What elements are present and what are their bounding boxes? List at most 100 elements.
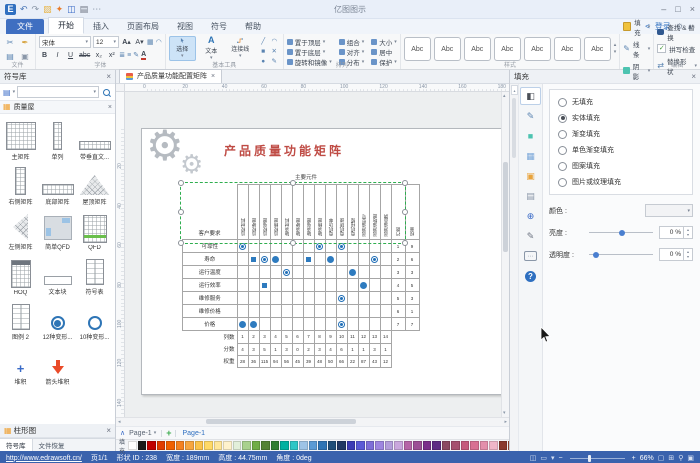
style-preset[interactable]: Abc bbox=[493, 37, 521, 61]
palette-swatch[interactable] bbox=[308, 441, 318, 450]
center-button[interactable]: 居中 bbox=[371, 47, 397, 57]
matrix-cell[interactable] bbox=[346, 317, 359, 331]
symbol-item[interactable]: 带垂直文... bbox=[76, 118, 113, 162]
matrix-cell[interactable] bbox=[368, 239, 381, 253]
library-dropdown-icon[interactable]: ▾ bbox=[12, 89, 16, 95]
matrix-cell[interactable] bbox=[247, 304, 260, 318]
close-symbol-library-icon[interactable]: × bbox=[106, 72, 111, 81]
fill-option-3[interactable]: 单色渐变填充 bbox=[558, 145, 684, 155]
palette-swatch[interactable] bbox=[223, 441, 232, 450]
matrix-cell[interactable] bbox=[291, 304, 304, 318]
matrix-cell[interactable] bbox=[324, 304, 337, 318]
fill-option-2[interactable]: 渐变填充 bbox=[558, 129, 684, 139]
matrix-cell[interactable] bbox=[280, 278, 293, 292]
matrix-cell[interactable] bbox=[313, 265, 326, 279]
align-button[interactable]: 对齐 ▾ bbox=[338, 47, 364, 57]
font-size-combobox[interactable]: 12 ▾ bbox=[93, 36, 119, 48]
palette-swatch[interactable] bbox=[185, 441, 194, 450]
matrix-cell[interactable] bbox=[379, 278, 392, 292]
curve-text-icon[interactable]: ◠ bbox=[155, 39, 162, 46]
style-preset[interactable]: Abc bbox=[433, 37, 461, 61]
diagram-title[interactable]: 产品质量功能矩阵 bbox=[224, 144, 345, 158]
help-icon[interactable]: ? bbox=[520, 267, 541, 285]
symbol-item[interactable]: 屋顶矩阵 bbox=[76, 163, 113, 207]
matrix-cell[interactable] bbox=[247, 317, 260, 331]
style-preset[interactable]: Abc bbox=[463, 37, 491, 61]
matrix-cell[interactable] bbox=[313, 239, 326, 253]
matrix-cell[interactable] bbox=[291, 278, 304, 292]
send-to-back-button[interactable]: 置于底层 ▾ bbox=[286, 47, 332, 57]
palette-swatch[interactable] bbox=[242, 441, 251, 450]
palette-swatch[interactable] bbox=[166, 441, 175, 450]
matrix-cell[interactable] bbox=[346, 278, 359, 292]
symbol-item[interactable]: 单列 bbox=[39, 118, 76, 162]
palette-swatch[interactable] bbox=[299, 441, 308, 450]
tab-page-layout[interactable]: 页面布局 bbox=[127, 22, 159, 31]
matrix-cell[interactable] bbox=[324, 239, 337, 253]
palette-swatch[interactable] bbox=[147, 441, 156, 450]
panel-scroll-thumb[interactable] bbox=[511, 98, 516, 158]
style-gallery-scroll[interactable]: ▴ ▾ bbox=[613, 42, 617, 55]
replace-shape-button[interactable]: ⇄ 替换形状 ▾ bbox=[657, 58, 697, 76]
collapse-ribbon-icon[interactable]: ▴ bbox=[687, 22, 692, 31]
matrix-cell[interactable] bbox=[357, 304, 370, 318]
scroll-left-icon[interactable]: ◂ bbox=[118, 419, 121, 425]
matrix-cell[interactable] bbox=[379, 252, 392, 266]
transparency-slider[interactable] bbox=[589, 251, 653, 258]
matrix-cell[interactable] bbox=[346, 291, 359, 305]
rect-shape-icon[interactable]: ■ bbox=[261, 47, 266, 55]
fill-option-5[interactable]: 图片或纹理填充 bbox=[558, 177, 684, 187]
matrix-cell[interactable] bbox=[346, 252, 359, 266]
redo-icon[interactable]: ↷ bbox=[31, 3, 40, 14]
font-name-combobox[interactable]: 宋体 ▾ bbox=[39, 36, 91, 48]
style-preset[interactable]: Abc bbox=[583, 37, 611, 61]
matrix-cell[interactable] bbox=[291, 317, 304, 331]
symbol-item[interactable]: QFD bbox=[76, 208, 113, 252]
drawing-page[interactable]: ⚙ ⚙ 产品质量功能矩阵 主要元件 客户要求 齿轮材料 齿轮硬度 齿轮强度 齿轮精度 轴承… bbox=[141, 125, 503, 395]
symbol-item[interactable]: HOQ bbox=[2, 253, 39, 297]
matrix-cell[interactable] bbox=[269, 278, 282, 292]
style-preset[interactable]: Abc bbox=[403, 37, 431, 61]
palette-swatch[interactable] bbox=[432, 441, 441, 450]
pen-shape-icon[interactable]: ✎ bbox=[271, 58, 277, 65]
palette-swatch[interactable] bbox=[289, 441, 299, 450]
matrix-cell[interactable] bbox=[269, 252, 282, 266]
matrix-cell[interactable] bbox=[302, 291, 315, 305]
matrix-cell[interactable] bbox=[258, 265, 271, 279]
document-tab[interactable]: 产品质量功能配置矩阵 × bbox=[119, 69, 223, 83]
size-button[interactable]: 大小 ▾ bbox=[371, 37, 397, 47]
matrix-cell[interactable] bbox=[379, 317, 392, 331]
radio-icon[interactable] bbox=[558, 97, 567, 107]
fill-option-0[interactable]: 无填充 bbox=[558, 97, 684, 107]
palette-swatch[interactable] bbox=[365, 441, 375, 450]
matrix-cell[interactable] bbox=[236, 239, 249, 253]
matrix-cell[interactable] bbox=[313, 291, 326, 305]
arc-shape-icon[interactable]: ◠ bbox=[271, 38, 278, 45]
matrix-cell[interactable] bbox=[335, 291, 348, 305]
palette-swatch[interactable] bbox=[232, 441, 242, 450]
cut-icon[interactable]: ✂ bbox=[6, 38, 14, 47]
matrix-cell[interactable] bbox=[357, 291, 370, 305]
palette-swatch[interactable] bbox=[194, 441, 204, 450]
palette-swatch[interactable] bbox=[384, 441, 394, 450]
matrix-cell[interactable] bbox=[247, 291, 260, 305]
main-components-label[interactable]: 主要元件 bbox=[294, 175, 317, 181]
comment-icon[interactable]: ⋯ bbox=[520, 247, 541, 265]
settings-gear-icon[interactable]: ⚙ bbox=[675, 22, 683, 31]
horizontal-scroll-thumb[interactable] bbox=[206, 419, 356, 424]
select-tool-button[interactable]: 选择 ▾ bbox=[168, 36, 196, 61]
matrix-cell[interactable] bbox=[291, 239, 304, 253]
fill-tab-icon[interactable]: ◧ bbox=[520, 87, 541, 105]
format-painter-icon[interactable]: ✒ bbox=[21, 38, 29, 47]
matrix-cell[interactable] bbox=[335, 278, 348, 292]
style-preset[interactable]: Abc bbox=[553, 37, 581, 61]
matrix-cell[interactable] bbox=[269, 304, 282, 318]
matrix-cell[interactable] bbox=[302, 265, 315, 279]
palette-swatch[interactable] bbox=[251, 441, 261, 450]
matrix-cell[interactable] bbox=[368, 278, 381, 292]
spell-check-button[interactable]: ✓ 拼写检查 bbox=[657, 44, 696, 54]
magnifier-icon[interactable]: ⚲ bbox=[678, 455, 684, 462]
matrix-cell[interactable] bbox=[258, 304, 271, 318]
matrix-cell[interactable] bbox=[236, 317, 249, 331]
symbol-item[interactable]: 底部矩阵 bbox=[39, 163, 76, 207]
